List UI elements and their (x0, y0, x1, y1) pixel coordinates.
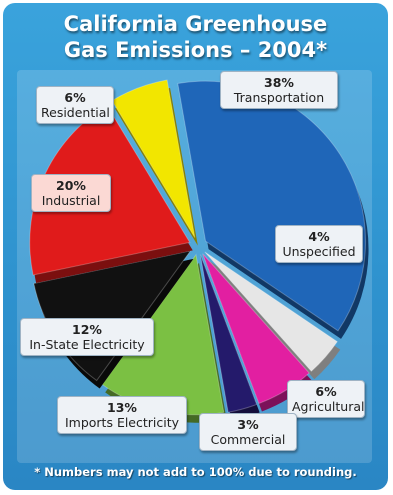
slice-label-unspecified: Unspecified (282, 244, 356, 259)
slice-label-in-state-electricity: In-State Electricity (29, 337, 145, 352)
callout-transportation: 38% Transportation (220, 71, 338, 109)
slice-pct-residential: 6% (64, 90, 86, 105)
slice-label-imports-electricity: Imports Electricity (64, 415, 180, 430)
slice-pct-commercial: 3% (237, 417, 259, 432)
callout-in-state-electricity: 12% In-State Electricity (20, 318, 154, 356)
slice-pct-unspecified: 4% (308, 229, 330, 244)
callout-industrial: 20% Industrial (31, 174, 111, 212)
chart-card: California Greenhouse Gas Emissions – 20… (3, 3, 388, 490)
pie-slice-unspecified (204, 251, 338, 372)
slice-label-industrial: Industrial (41, 193, 101, 208)
callout-agricultural: 6% Agricultural (287, 380, 365, 418)
slice-label-transportation: Transportation (233, 90, 325, 105)
pie-slice-transportation (177, 80, 367, 332)
pie-slice-commercial (199, 254, 258, 413)
slice-pct-industrial: 20% (56, 178, 86, 193)
callout-commercial: 3% Commercial (199, 413, 297, 451)
slice-pct-transportation: 38% (264, 75, 294, 90)
callout-imports-electricity: 13% Imports Electricity (57, 396, 187, 434)
callout-unspecified: 4% Unspecified (275, 225, 363, 263)
footnote: * Numbers may not add to 100% due to rou… (34, 465, 357, 479)
slice-label-residential: Residential (41, 105, 110, 120)
slice-label-commercial: Commercial (210, 432, 286, 447)
slice-label-agricultural: Agricultural (292, 399, 365, 414)
pie-slice-agricultural (202, 253, 310, 405)
slice-pct-imports-electricity: 13% (107, 400, 137, 415)
callout-residential: 6% Residential (36, 86, 114, 124)
chart-title-line-2: Gas Emissions – 2004* (63, 38, 328, 62)
slice-pct-in-state-electricity: 12% (72, 322, 102, 337)
chart-title-line-1: California Greenhouse (63, 12, 328, 36)
slice-pct-agricultural: 6% (315, 384, 337, 399)
